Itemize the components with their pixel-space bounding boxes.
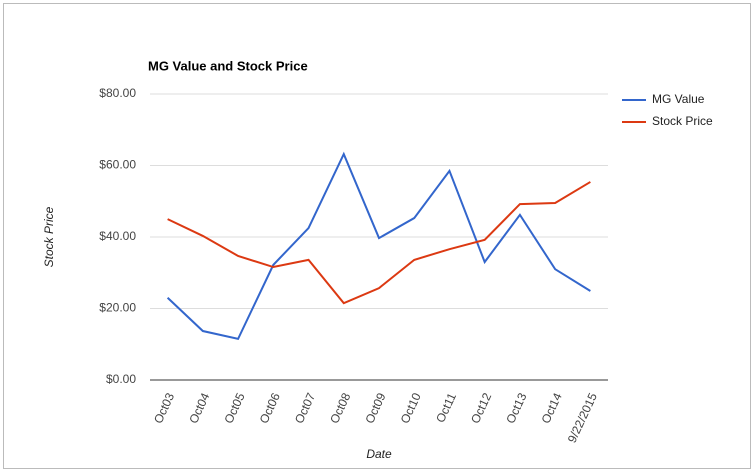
y-tick-label: $20.00 <box>99 301 136 315</box>
legend-label: Stock Price <box>652 114 713 128</box>
y-axis-title: Stock Price <box>42 206 56 267</box>
series-line <box>166 151 591 341</box>
chart-title: MG Value and Stock Price <box>148 58 308 73</box>
legend-label: MG Value <box>652 92 705 106</box>
y-tick-label: $0.00 <box>106 372 136 386</box>
y-tick-label: $60.00 <box>99 158 136 172</box>
chart-frame <box>3 3 751 469</box>
x-axis-title: Date <box>366 447 392 461</box>
series-line <box>167 181 591 305</box>
y-tick-label: $80.00 <box>99 86 136 100</box>
y-tick-label: $40.00 <box>99 229 136 243</box>
